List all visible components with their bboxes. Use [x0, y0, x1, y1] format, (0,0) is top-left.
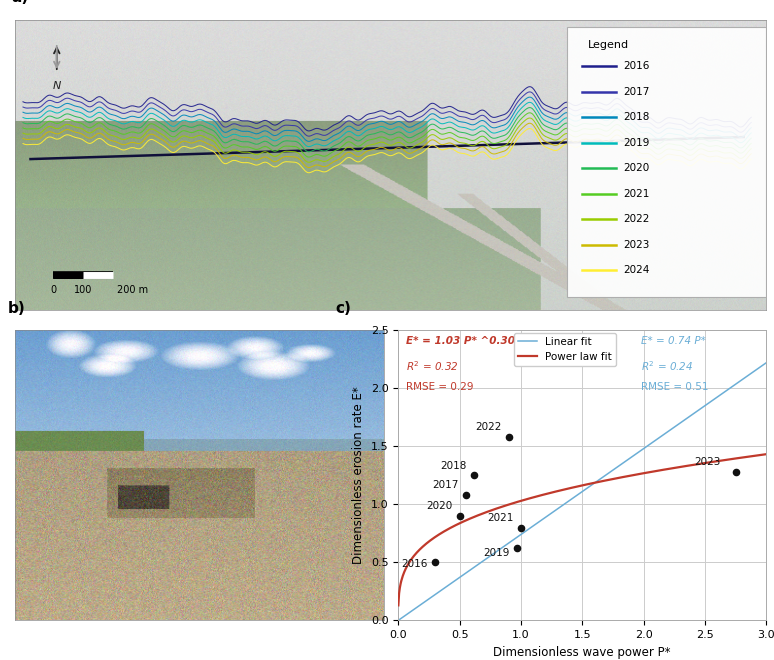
Point	[511, 543, 523, 554]
Text: 100: 100	[74, 284, 92, 294]
Text: E* = 1.03 P* ^0.30: E* = 1.03 P* ^0.30	[406, 336, 515, 346]
Text: E* = 0.74 P*: E* = 0.74 P*	[641, 336, 706, 346]
Text: 2016: 2016	[624, 61, 650, 71]
Point	[515, 522, 527, 533]
Text: 200 m: 200 m	[117, 284, 148, 294]
Text: 2018: 2018	[440, 461, 467, 471]
Text: 2018: 2018	[624, 112, 650, 122]
Text: Legend: Legend	[588, 40, 629, 50]
Power law fit	[762, 450, 771, 458]
Power law fit	[695, 460, 704, 468]
Line: Linear fit: Linear fit	[399, 363, 766, 620]
Linear fit	[762, 359, 771, 367]
Text: $R^2$ = 0.32: $R^2$ = 0.32	[406, 359, 458, 373]
Point	[729, 467, 741, 477]
Power law fit	[568, 484, 577, 492]
Text: 2022: 2022	[475, 422, 502, 432]
Point	[454, 511, 466, 521]
Text: a): a)	[12, 0, 29, 5]
Text: 2023: 2023	[624, 240, 650, 250]
Linear fit	[695, 405, 704, 413]
Text: 2017: 2017	[624, 86, 650, 97]
Text: RMSE = 0.29: RMSE = 0.29	[406, 383, 473, 393]
Text: 2023: 2023	[694, 457, 721, 467]
Text: 2024: 2024	[624, 265, 650, 275]
Text: RMSE = 0.51: RMSE = 0.51	[641, 383, 709, 393]
Legend: Linear fit, Power law fit: Linear fit, Power law fit	[514, 333, 616, 366]
FancyBboxPatch shape	[567, 27, 766, 297]
Point	[460, 490, 472, 500]
Text: 2021: 2021	[624, 189, 650, 199]
Linear fit	[593, 477, 602, 485]
Power law fit	[593, 478, 602, 486]
Text: 2016: 2016	[401, 559, 428, 570]
Linear fit	[568, 494, 577, 502]
Point	[502, 432, 515, 442]
Text: 2020: 2020	[426, 502, 452, 512]
Linear fit	[394, 616, 403, 624]
X-axis label: Dimensionless wave power P*: Dimensionless wave power P*	[494, 645, 671, 659]
Linear fit	[570, 492, 580, 500]
Text: 2021: 2021	[487, 513, 513, 523]
Text: 2019: 2019	[624, 138, 650, 148]
Power law fit	[613, 474, 622, 482]
Power law fit	[753, 451, 762, 459]
Text: c): c)	[336, 301, 351, 315]
Text: b): b)	[8, 301, 26, 315]
Line: Power law fit: Power law fit	[399, 454, 766, 605]
Linear fit	[753, 365, 762, 373]
Power law fit	[570, 483, 580, 491]
Point	[468, 470, 481, 480]
Text: 2020: 2020	[624, 164, 650, 174]
Text: 2017: 2017	[432, 480, 458, 490]
Point	[429, 557, 441, 568]
Text: 2019: 2019	[484, 548, 510, 558]
Text: 0: 0	[50, 284, 56, 294]
Power law fit	[394, 601, 403, 609]
Text: N: N	[53, 81, 61, 90]
Linear fit	[613, 463, 622, 471]
Text: $R^2$ = 0.24: $R^2$ = 0.24	[641, 359, 694, 373]
Y-axis label: Dimensionless erosion rate E*: Dimensionless erosion rate E*	[352, 387, 365, 564]
Text: 2022: 2022	[624, 214, 650, 224]
